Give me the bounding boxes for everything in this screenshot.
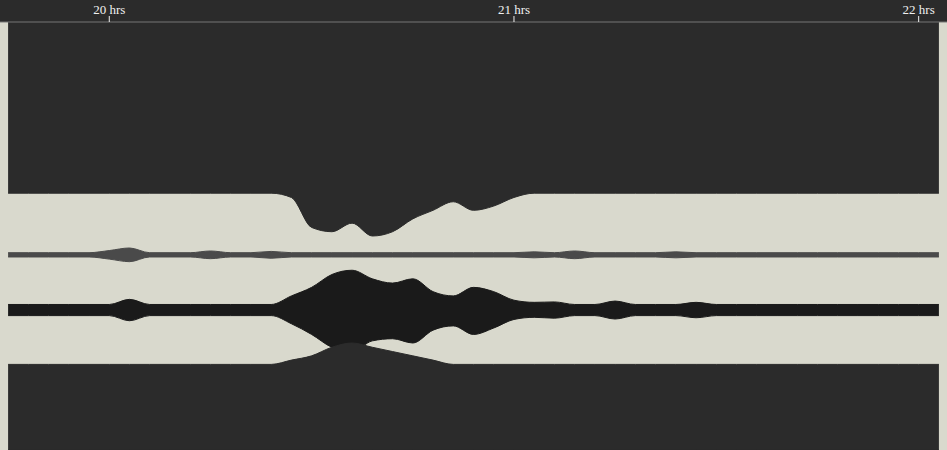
svg-text:21 hrs: 21 hrs	[498, 2, 530, 17]
svg-text:22 hrs: 22 hrs	[903, 2, 935, 17]
svg-text:20 hrs: 20 hrs	[93, 2, 125, 17]
